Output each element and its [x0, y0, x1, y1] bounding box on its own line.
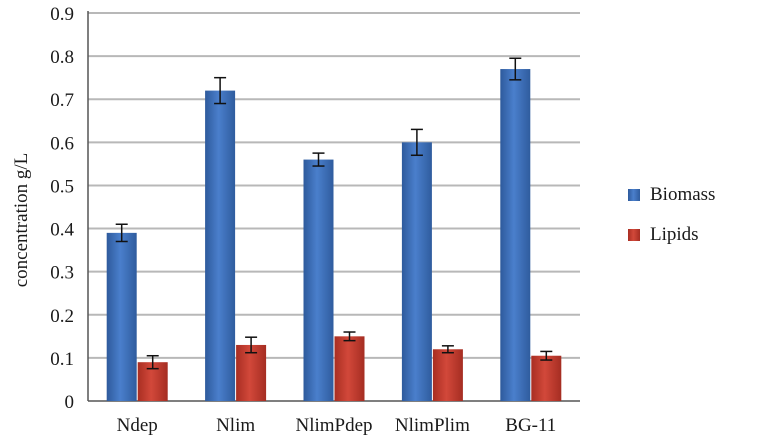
bar-biomass-bg-11	[500, 69, 531, 402]
error-bar	[540, 350, 553, 361]
legend-item-lipids: Lipids	[628, 224, 699, 245]
y-axis-title: concentration g/L	[11, 153, 32, 288]
y-tick-label: 0.2	[50, 306, 74, 327]
bar-biomass-nlimplim	[401, 142, 432, 402]
error-bar	[245, 336, 258, 354]
bar-biomass-nlimpdep	[303, 159, 334, 401]
bar-lipids-nlimplim	[432, 349, 463, 401]
legend-label: Lipids	[650, 224, 699, 245]
y-tick-label: 0.4	[50, 220, 74, 241]
bar-lipids-nlim	[236, 344, 267, 401]
x-tick-label: NlimPlim	[395, 415, 470, 436]
y-tick-label: 0.3	[50, 263, 74, 284]
x-tick-label: BG-11	[505, 415, 556, 436]
axis-labels: 0 0.1 0.2 0.3 0.4 0.5 0.6 0.7 0.8 0.9 Ndep Nlim Nlim…	[50, 4, 556, 436]
error-bar	[146, 354, 159, 370]
x-tick-label: Nlim	[216, 415, 255, 436]
error-bar	[214, 76, 227, 105]
y-tick-label: 0.9	[50, 4, 74, 25]
error-bar	[509, 57, 522, 81]
gridlines	[88, 12, 580, 359]
legend-swatch	[628, 229, 640, 241]
x-tick-label: NlimPdep	[295, 415, 372, 436]
bar-lipids-bg-11	[531, 355, 562, 401]
y-tick-label: 0.8	[50, 47, 74, 68]
y-tick-label: 0	[65, 392, 75, 413]
bars	[106, 57, 562, 402]
error-bar	[343, 331, 356, 342]
y-tick-label: 0.1	[50, 349, 74, 370]
legend-swatch	[628, 189, 640, 201]
error-bar	[441, 345, 454, 354]
y-tick-label: 0.6	[50, 133, 74, 154]
error-bar	[312, 152, 325, 167]
legend-label: Biomass	[650, 184, 715, 205]
error-bar	[410, 128, 423, 157]
bar-biomass-nlim	[205, 90, 236, 401]
bar-biomass-ndep	[106, 232, 137, 401]
y-tick-label: 0.5	[50, 176, 74, 197]
bar-lipids-nlimpdep	[334, 336, 365, 401]
legend-item-biomass: Biomass	[628, 184, 715, 205]
legend: Biomass Lipids	[628, 184, 715, 245]
x-tick-label: Ndep	[117, 415, 158, 436]
error-bar	[115, 223, 128, 243]
y-tick-label: 0.7	[50, 90, 74, 111]
axes	[87, 11, 580, 402]
